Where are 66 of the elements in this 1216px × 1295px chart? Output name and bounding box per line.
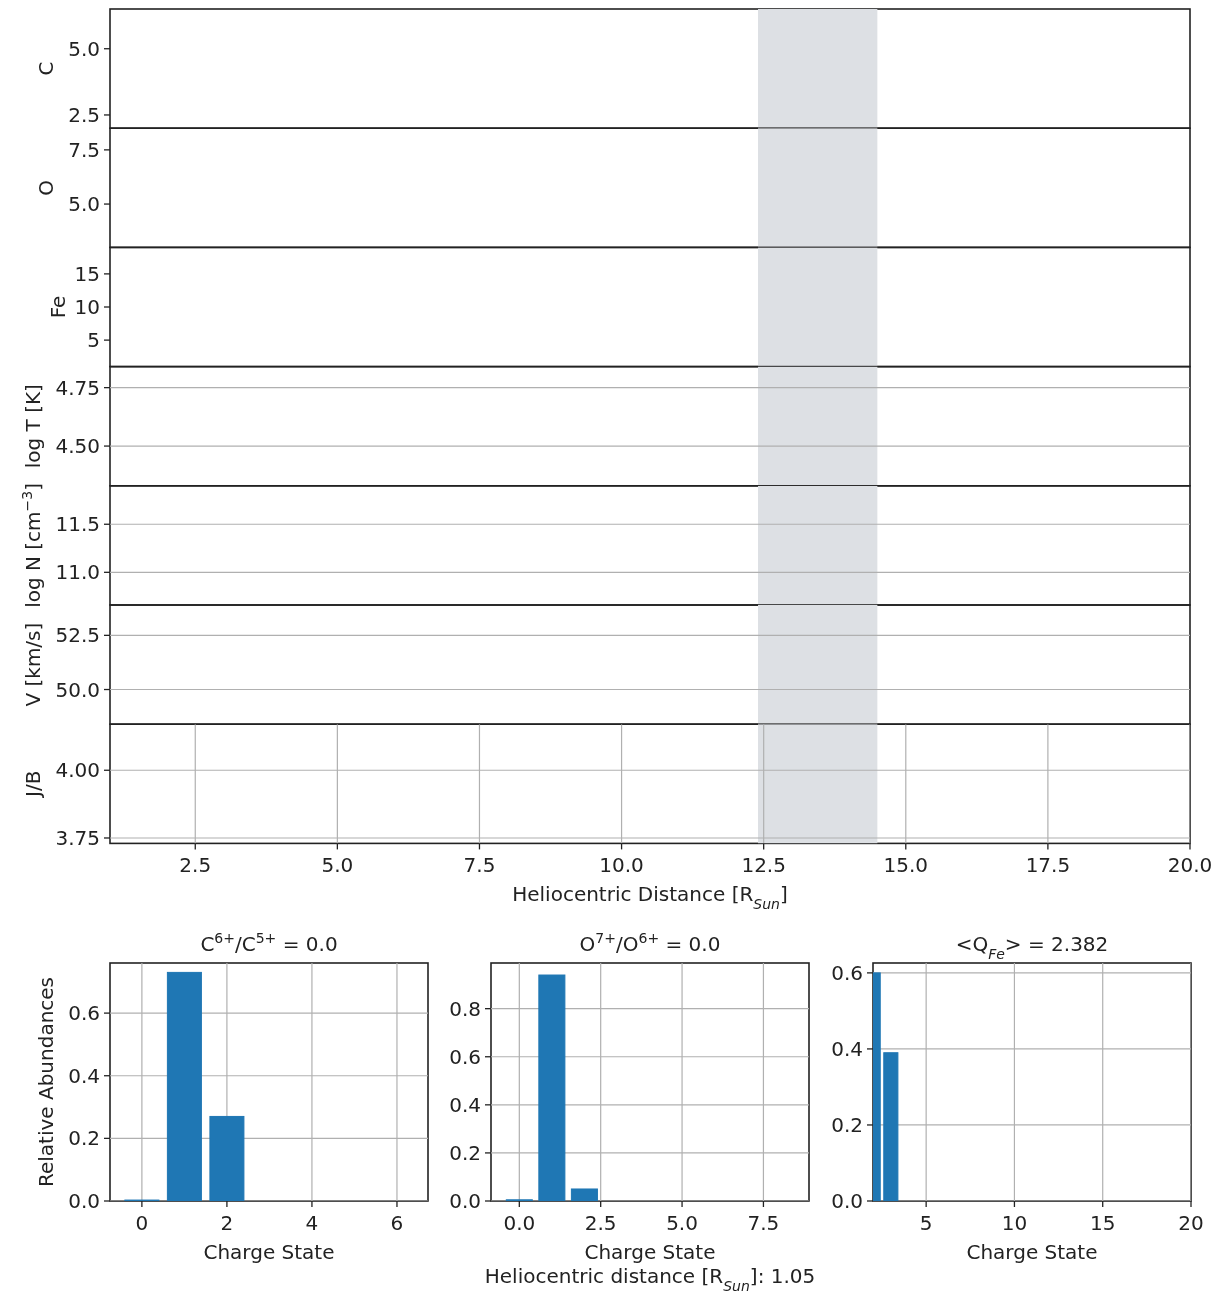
x-axis-title: Charge State xyxy=(584,1240,716,1264)
x-tick-label: 10.0 xyxy=(599,853,644,878)
y-tick-label: 15 xyxy=(74,261,100,286)
chart-title: <Q$_{Fe}$> = 2.382 xyxy=(955,932,1109,962)
y-axis-title: V [km/s] xyxy=(21,622,45,707)
y-tick-label: 0.6 xyxy=(449,1044,481,1069)
y-tick-label: 0.6 xyxy=(68,1001,100,1026)
bar xyxy=(570,1188,598,1201)
y-tick-label: 0.6 xyxy=(831,960,863,985)
y-tick-label: 52.5 xyxy=(55,623,100,648)
x-tick-label: 20.0 xyxy=(1167,853,1213,878)
y-axis-title: O xyxy=(33,179,58,196)
x-tick-label: 7.5 xyxy=(747,1211,780,1235)
y-tick-label: 0.0 xyxy=(68,1189,100,1213)
y-tick-label: 0.0 xyxy=(449,1189,481,1213)
x-axis-title: Charge State xyxy=(203,1240,335,1264)
x-tick-label: 2.5 xyxy=(584,1211,617,1235)
text: Heliocentric distance [R$_{Sun}$]: 1.05 xyxy=(484,1264,816,1294)
y-tick-label: 3.75 xyxy=(55,825,100,850)
y-axis-title: log T [K] xyxy=(21,384,45,469)
x-tick-label: 15.0 xyxy=(883,853,929,878)
y-tick-label: 7.5 xyxy=(68,137,100,162)
y-tick-label: 0.0 xyxy=(831,1189,863,1213)
bar xyxy=(166,971,202,1201)
x-axis-title: Heliocentric Distance [R$_{Sun}$] xyxy=(512,882,788,913)
y-tick-label: 0.8 xyxy=(449,996,481,1021)
y-tick-label: 5 xyxy=(87,328,100,353)
x-axis-title: Charge State xyxy=(966,1240,1098,1264)
y-axis-title: Relative Abundances xyxy=(33,976,58,1188)
y-tick-label: 11.5 xyxy=(55,512,100,537)
x-tick-label: 6 xyxy=(390,1211,404,1235)
x-tick-label: 5 xyxy=(919,1211,933,1235)
x-tick-label: 10 xyxy=(1001,1211,1028,1235)
x-tick-label: 4 xyxy=(305,1211,319,1235)
x-tick-label: 0 xyxy=(135,1211,149,1235)
y-tick-label: 50.0 xyxy=(55,677,100,702)
y-tick-label: 10 xyxy=(74,295,100,319)
x-tick-label: 12.5 xyxy=(741,853,786,878)
y-tick-label: 5.0 xyxy=(68,36,100,61)
y-tick-label: 5.0 xyxy=(68,192,100,217)
y-tick-label: 4.50 xyxy=(55,434,100,459)
y-tick-label: 0.2 xyxy=(68,1126,100,1151)
x-tick-label: 5.0 xyxy=(321,853,354,878)
y-tick-label: 0.2 xyxy=(831,1112,863,1137)
y-tick-label: 4.00 xyxy=(55,758,100,783)
y-tick-label: 0.4 xyxy=(449,1092,481,1117)
x-tick-label: 0.0 xyxy=(503,1211,536,1235)
y-tick-label: 0.2 xyxy=(449,1140,481,1165)
x-tick-label: 2 xyxy=(220,1211,234,1235)
y-tick-label: 11.0 xyxy=(55,560,100,585)
y-axis-title: C xyxy=(33,61,58,76)
y-axis-title: Fe xyxy=(46,295,70,319)
x-tick-label: 20 xyxy=(1178,1211,1204,1235)
chart-title: O$^{7+}$/O$^{6+}$ = 0.0 xyxy=(579,930,721,956)
bar xyxy=(209,1115,245,1201)
x-tick-label: 2.5 xyxy=(179,853,212,878)
x-tick-label: 5.0 xyxy=(666,1211,698,1235)
y-tick-label: 2.5 xyxy=(68,102,100,127)
x-tick-label: 17.5 xyxy=(1025,853,1071,878)
chart-title: C$^{6+}$/C$^{5+}$ = 0.0 xyxy=(200,930,338,956)
y-tick-label: 4.75 xyxy=(55,375,100,400)
x-tick-label: 15 xyxy=(1089,1211,1116,1235)
y-axis-title: J/B xyxy=(21,770,45,799)
y-tick-label: 0.4 xyxy=(831,1036,863,1061)
y-tick-label: 0.4 xyxy=(68,1063,100,1088)
bar xyxy=(538,974,566,1201)
